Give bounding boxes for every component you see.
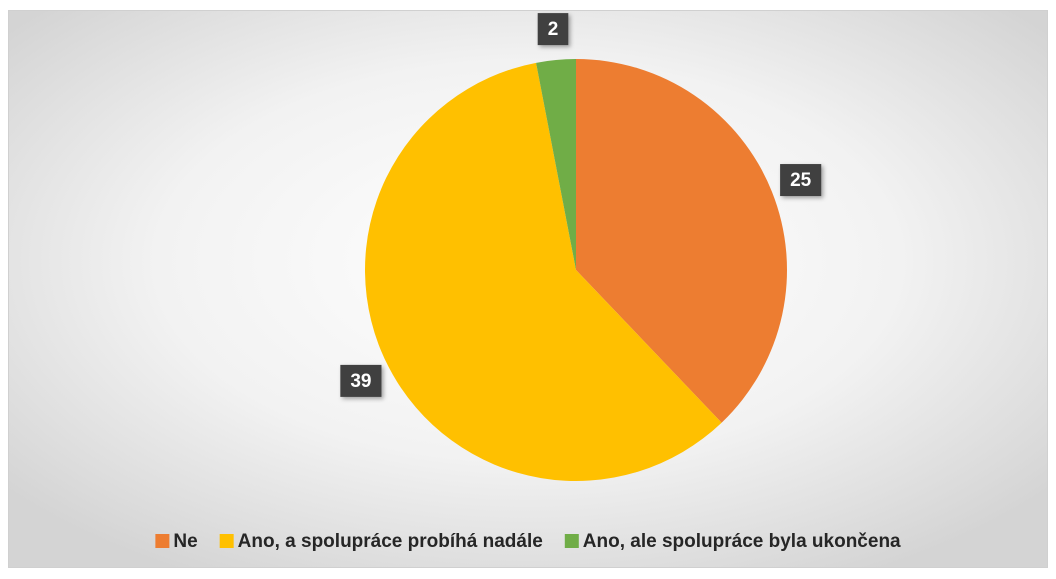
- legend: Ne Ano, a spolupráce probíhá nadále Ano, a…: [155, 531, 901, 552]
- pie-slice: [365, 62, 722, 481]
- data-label: 39: [350, 371, 371, 392]
- data-labels: 25 39 2: [340, 13, 822, 397]
- legend-swatch: [219, 534, 234, 548]
- legend-swatch: [155, 534, 170, 548]
- data-label: 25: [790, 170, 812, 191]
- data-label-box: [537, 13, 569, 46]
- pie-slice: [576, 59, 788, 423]
- legend-label: Ano, a spolupráce probíhá nadále: [238, 531, 543, 552]
- data-label: 2: [548, 19, 559, 40]
- pie: [365, 59, 788, 481]
- legend-swatch: [564, 534, 579, 548]
- data-label-box: [780, 164, 822, 197]
- data-label-box: [340, 364, 382, 397]
- legend-label: Ne: [173, 531, 197, 552]
- legend-label: Ano, ale spolupráce byla ukončena: [583, 531, 901, 552]
- pie-slice: [536, 59, 576, 270]
